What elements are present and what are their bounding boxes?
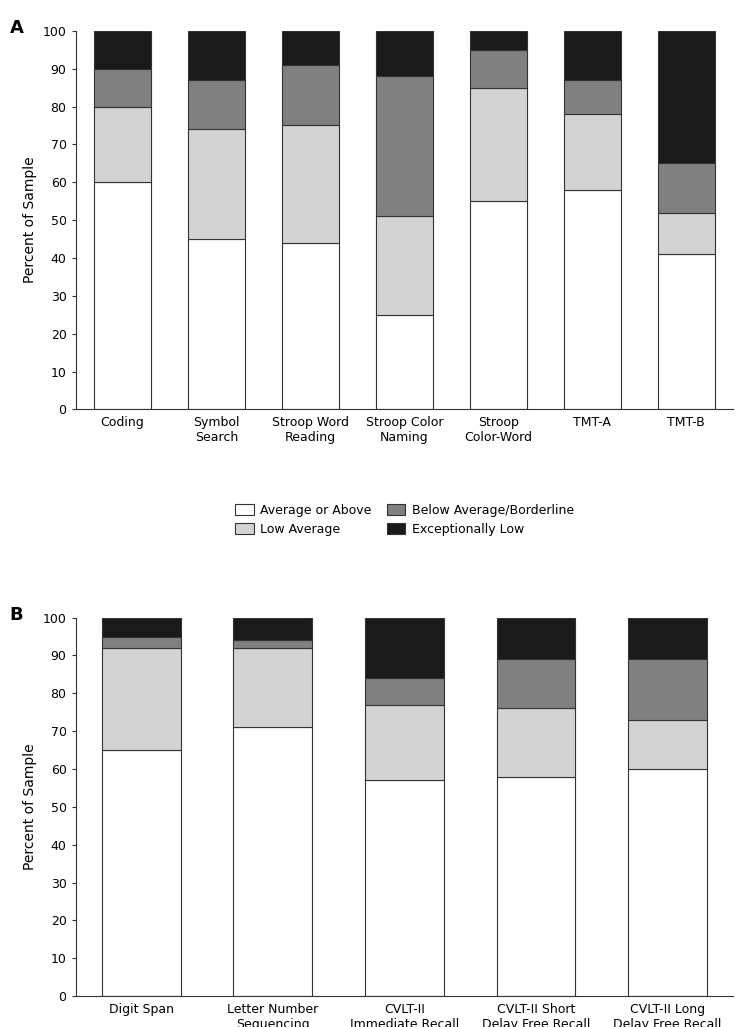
Bar [188, 129, 245, 239]
Bar [564, 31, 621, 80]
Bar [234, 640, 312, 648]
Bar [365, 617, 444, 678]
Bar [365, 781, 444, 996]
Bar [564, 114, 621, 190]
Bar [188, 31, 245, 80]
Text: B: B [10, 606, 23, 624]
Bar [628, 617, 707, 659]
Bar [282, 65, 339, 125]
Bar [564, 80, 621, 114]
Bar [658, 163, 714, 213]
Text: A: A [10, 20, 23, 37]
Bar [470, 31, 527, 49]
Bar [94, 69, 150, 107]
Bar [94, 31, 150, 69]
Bar [376, 76, 432, 217]
Bar [376, 217, 432, 314]
Bar [102, 617, 181, 637]
Bar [470, 49, 527, 87]
Bar [94, 107, 150, 182]
Legend: Average or Above, Low Average, Below Average/Borderline, Exceptionally Low: Average or Above, Low Average, Below Ave… [231, 499, 578, 541]
Bar [470, 201, 527, 410]
Bar [628, 659, 707, 720]
Y-axis label: Percent of Sample: Percent of Sample [23, 157, 37, 283]
Bar [234, 727, 312, 996]
Bar [497, 659, 575, 709]
Bar [188, 80, 245, 129]
Bar [497, 617, 575, 659]
Bar [658, 31, 714, 163]
Bar [628, 720, 707, 769]
Bar [376, 31, 432, 76]
Bar [102, 648, 181, 750]
Bar [658, 213, 714, 254]
Bar [102, 750, 181, 996]
Bar [94, 182, 150, 410]
Bar [470, 87, 527, 201]
Bar [564, 190, 621, 410]
Bar [102, 637, 181, 648]
Bar [282, 31, 339, 65]
Bar [282, 242, 339, 410]
Bar [376, 314, 432, 410]
Bar [282, 125, 339, 242]
Bar [365, 678, 444, 705]
Bar [658, 254, 714, 410]
Bar [628, 769, 707, 996]
Bar [234, 648, 312, 727]
Bar [365, 705, 444, 781]
Bar [497, 709, 575, 776]
Bar [234, 617, 312, 640]
Bar [497, 776, 575, 996]
Bar [188, 239, 245, 410]
Y-axis label: Percent of Sample: Percent of Sample [23, 744, 37, 870]
